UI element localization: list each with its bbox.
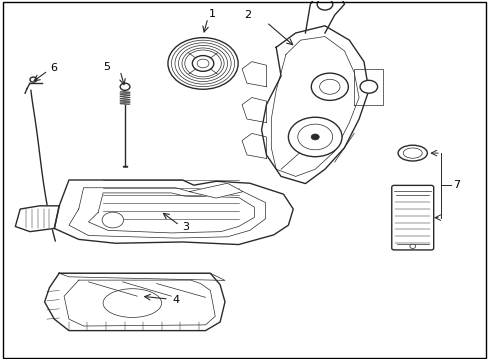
Ellipse shape xyxy=(397,145,427,161)
Text: 3: 3 xyxy=(182,222,189,233)
Circle shape xyxy=(288,117,341,157)
Ellipse shape xyxy=(403,148,421,158)
Polygon shape xyxy=(64,280,215,326)
Circle shape xyxy=(102,212,123,228)
Circle shape xyxy=(197,59,208,68)
Circle shape xyxy=(409,244,415,248)
Polygon shape xyxy=(44,273,224,330)
Polygon shape xyxy=(353,69,383,105)
Text: 2: 2 xyxy=(244,10,251,20)
Polygon shape xyxy=(305,0,344,33)
Text: 5: 5 xyxy=(103,62,110,72)
Circle shape xyxy=(359,80,377,93)
Polygon shape xyxy=(242,98,266,123)
Ellipse shape xyxy=(103,289,161,318)
Text: 4: 4 xyxy=(172,295,179,305)
Polygon shape xyxy=(189,183,243,198)
Polygon shape xyxy=(242,62,266,87)
Circle shape xyxy=(192,55,213,71)
Text: 6: 6 xyxy=(50,63,57,73)
Polygon shape xyxy=(15,206,59,231)
Text: 7: 7 xyxy=(452,180,459,190)
Polygon shape xyxy=(54,180,293,244)
FancyBboxPatch shape xyxy=(391,185,433,250)
Circle shape xyxy=(317,0,332,10)
Polygon shape xyxy=(242,134,266,158)
Polygon shape xyxy=(59,273,224,280)
Polygon shape xyxy=(261,26,368,184)
Text: 1: 1 xyxy=(208,9,216,19)
Circle shape xyxy=(310,134,319,140)
Circle shape xyxy=(311,73,347,100)
